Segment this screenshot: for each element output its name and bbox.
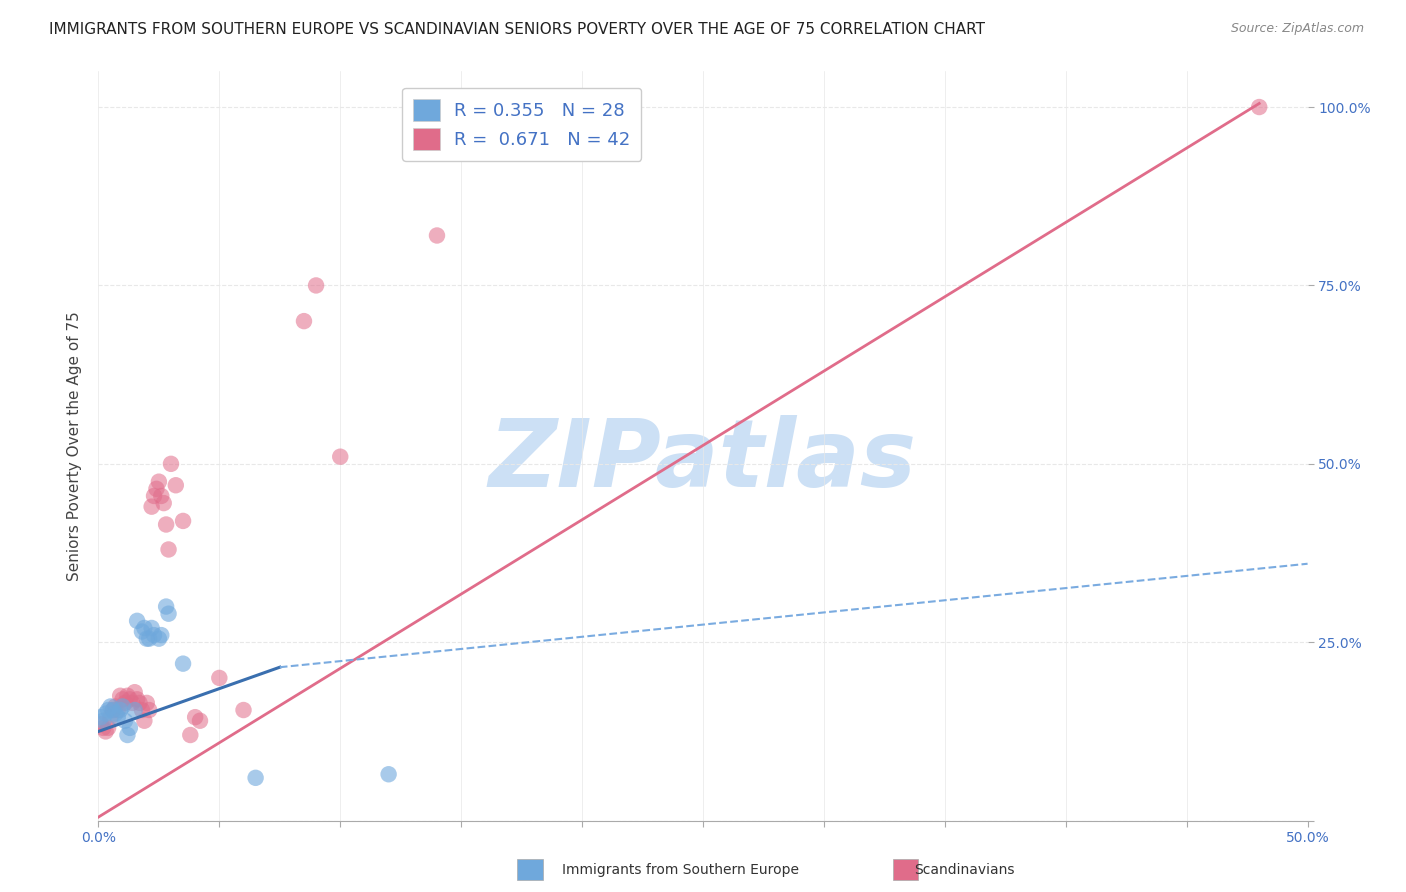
- Point: [107, 710, 129, 724]
- Point: [150, 628, 173, 642]
- Point: [143, 489, 166, 503]
- Text: IMMIGRANTS FROM SOUTHERN EUROPE VS SCANDINAVIAN SENIORS POVERTY OVER THE AGE OF : IMMIGRANTS FROM SOUTHERN EUROPE VS SCAND…: [49, 22, 986, 37]
- Point: [329, 450, 352, 464]
- Point: [157, 542, 180, 557]
- Point: [165, 478, 187, 492]
- Point: [232, 703, 254, 717]
- Point: [90, 710, 112, 724]
- Point: [172, 657, 194, 671]
- Point: [179, 728, 201, 742]
- Point: [292, 314, 315, 328]
- Point: [155, 599, 177, 614]
- Point: [131, 703, 153, 717]
- Point: [134, 714, 156, 728]
- Point: [111, 699, 134, 714]
- Point: [104, 699, 127, 714]
- Point: [150, 489, 173, 503]
- Point: [111, 692, 134, 706]
- Point: [157, 607, 180, 621]
- Text: Scandinavians: Scandinavians: [914, 863, 1014, 877]
- Point: [114, 696, 136, 710]
- Point: [100, 710, 122, 724]
- Point: [377, 767, 399, 781]
- Point: [124, 703, 146, 717]
- Point: [184, 710, 207, 724]
- Point: [155, 517, 177, 532]
- Point: [138, 632, 160, 646]
- Point: [94, 706, 117, 721]
- Legend: R = 0.355   N = 28, R =  0.671   N = 42: R = 0.355 N = 28, R = 0.671 N = 42: [402, 88, 641, 161]
- Point: [143, 628, 166, 642]
- Point: [114, 714, 136, 728]
- Point: [101, 703, 124, 717]
- Point: [134, 621, 156, 635]
- Point: [91, 721, 114, 735]
- Point: [101, 703, 124, 717]
- Point: [124, 685, 146, 699]
- Point: [188, 714, 211, 728]
- Text: Source: ZipAtlas.com: Source: ZipAtlas.com: [1230, 22, 1364, 36]
- Point: [127, 692, 149, 706]
- Point: [131, 624, 153, 639]
- Point: [118, 721, 141, 735]
- Point: [128, 696, 150, 710]
- Point: [148, 632, 170, 646]
- Point: [127, 614, 149, 628]
- Point: [91, 714, 114, 728]
- Point: [1249, 100, 1271, 114]
- Point: [160, 457, 183, 471]
- Point: [107, 703, 129, 717]
- Point: [90, 717, 112, 731]
- Point: [138, 703, 160, 717]
- Y-axis label: Seniors Poverty Over the Age of 75: Seniors Poverty Over the Age of 75: [67, 311, 83, 581]
- Point: [148, 475, 170, 489]
- Text: ZIPatlas: ZIPatlas: [489, 415, 917, 507]
- Point: [141, 621, 163, 635]
- Point: [135, 632, 157, 646]
- Point: [108, 689, 131, 703]
- Point: [100, 699, 122, 714]
- Point: [135, 696, 157, 710]
- Point: [208, 671, 231, 685]
- Point: [305, 278, 328, 293]
- Point: [108, 703, 131, 717]
- Point: [117, 689, 139, 703]
- Point: [152, 496, 174, 510]
- Point: [117, 728, 139, 742]
- Point: [245, 771, 267, 785]
- Point: [141, 500, 163, 514]
- Point: [97, 703, 120, 717]
- Point: [94, 724, 117, 739]
- Point: [118, 692, 141, 706]
- Text: Immigrants from Southern Europe: Immigrants from Southern Europe: [562, 863, 800, 877]
- Point: [426, 228, 449, 243]
- Point: [145, 482, 167, 496]
- Point: [97, 721, 120, 735]
- Point: [104, 706, 127, 721]
- Point: [172, 514, 194, 528]
- Point: [121, 696, 143, 710]
